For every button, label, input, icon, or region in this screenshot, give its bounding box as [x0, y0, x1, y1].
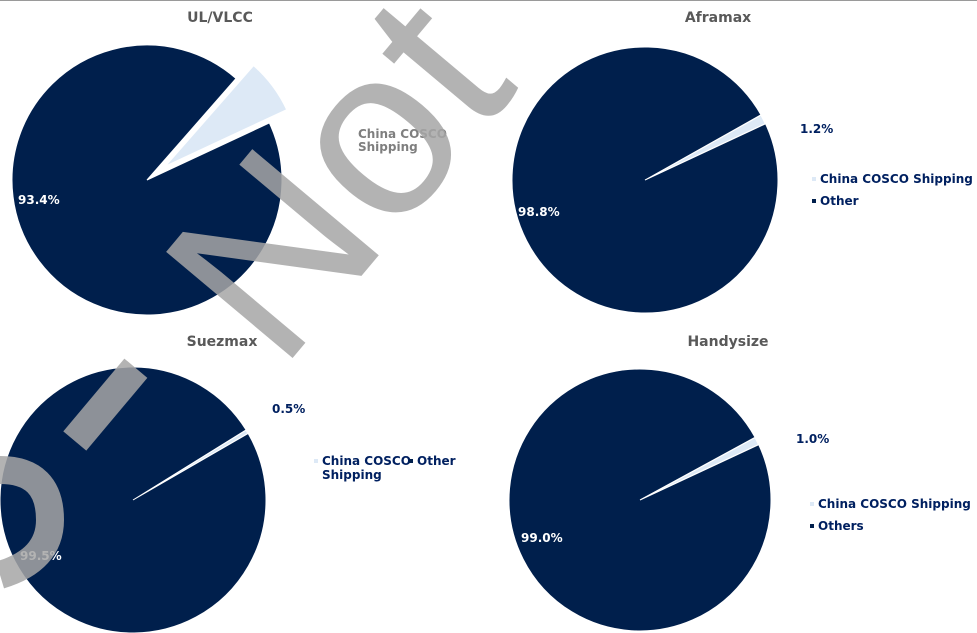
legend-marker	[812, 199, 816, 203]
slice-other	[0, 366, 267, 633]
chart-title: Suezmax	[187, 334, 258, 350]
data-label: 1.0%	[796, 432, 829, 446]
legend-marker	[409, 459, 413, 463]
pie-chart-3: Suezmax 0.5% 99.5% China COSCO Shipping Other	[0, 334, 456, 633]
legend-entry: Others	[818, 519, 864, 533]
legend-marker	[810, 524, 814, 528]
pie-chart-4: Handysize 1.0% 99.0% China COSCO Shipping Ot…	[508, 334, 971, 632]
top-border-line	[0, 0, 977, 1]
chart-title: UL/VLCC	[187, 10, 253, 26]
legend-entry: China COSCO Shipping	[818, 497, 971, 511]
legend-entry: China COSCO Shipping	[322, 454, 411, 482]
legend-marker	[810, 502, 814, 506]
data-label: 0.5%	[272, 402, 305, 416]
legend-entry: Other	[417, 454, 456, 468]
legend-marker	[812, 177, 816, 181]
data-label: 99.0%	[521, 531, 563, 545]
legend-entry: China COSCO Shipping	[358, 127, 447, 154]
chart-title: Handysize	[687, 334, 768, 350]
legend-marker	[314, 459, 318, 463]
slice-other	[11, 44, 283, 316]
slice-china-cosco	[164, 64, 288, 168]
data-label: 1.2%	[800, 122, 833, 136]
chart-title: Aframax	[685, 10, 751, 26]
legend-entry: China COSCO Shipping	[820, 172, 973, 186]
legend-entry: Other	[820, 194, 859, 208]
data-label: 98.8%	[518, 205, 560, 219]
slice-other	[508, 368, 772, 632]
data-label: 93.4%	[18, 193, 60, 207]
data-label: 99.5%	[20, 549, 62, 563]
pie-chart-2: Aframax 1.2% 98.8% China COSCO Shipping Othe…	[511, 10, 973, 314]
slice-other	[511, 46, 779, 314]
